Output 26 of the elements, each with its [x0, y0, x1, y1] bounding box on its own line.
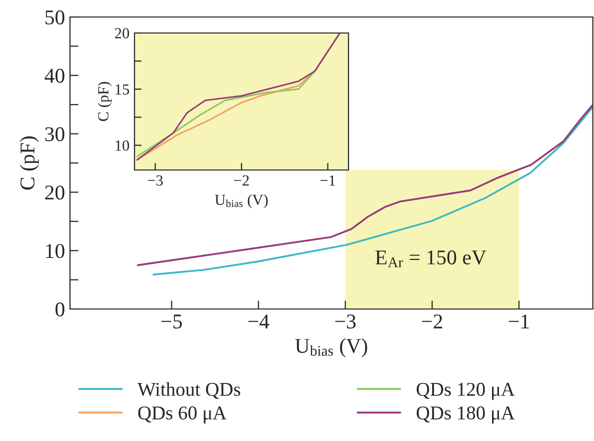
legend-label: QDs 180 μA: [416, 406, 515, 424]
x-tick-label: −2: [234, 175, 249, 186]
y-tick-label: 10: [46, 244, 64, 258]
x-tick-label: −5: [162, 314, 182, 329]
x-tick-label: −3: [335, 314, 356, 329]
x-tick-label: −1: [508, 314, 529, 328]
legend-label: QDs 60 μA: [138, 406, 227, 424]
y-tick-label: 10: [116, 140, 130, 151]
x-tick-label: −2: [422, 314, 442, 328]
y-axis-title: C (pF): [20, 136, 39, 190]
y-tick-label: 50: [46, 10, 64, 24]
y-tick-label: 15: [116, 84, 130, 95]
y-axis-title: C (pF): [98, 82, 112, 122]
x-axis-title: U$_{bias}$ (V): [295, 338, 368, 358]
y-tick-label: 20: [115, 28, 130, 38]
y-tick-label: 20: [45, 186, 64, 200]
y-tick-label: 40: [44, 68, 64, 83]
x-tick-label: −1: [320, 175, 335, 186]
annotation: E$_{Ar}$ = 150 eV: [375, 250, 486, 268]
x-tick-label: −4: [248, 314, 270, 328]
legend-label: Without QDs: [137, 382, 240, 399]
y-tick-label: 0: [56, 302, 64, 316]
legend-label: QDs 120 μA: [416, 382, 515, 400]
x-axis-title: U$_{bias}$ (V): [214, 194, 268, 208]
y-tick-label: 30: [45, 127, 64, 142]
x-tick-label: −3: [148, 175, 163, 186]
